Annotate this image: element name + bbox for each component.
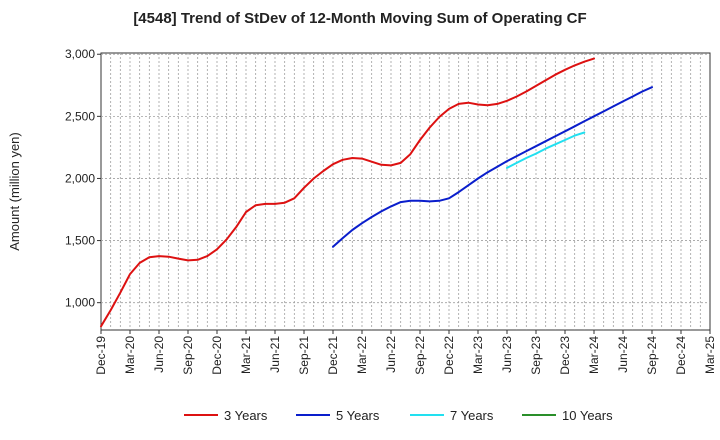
x-tick-label: Dec-23 [558, 336, 572, 375]
y-tick-label: 2,000 [65, 171, 95, 185]
x-tick-label: Mar-22 [355, 336, 369, 374]
x-tick-label: Sep-23 [529, 336, 543, 375]
x-tick-label: Sep-20 [181, 336, 195, 375]
legend-label: 7 Years [450, 408, 494, 423]
x-tick-label: Jun-23 [500, 336, 514, 373]
x-tick-label: Mar-23 [471, 336, 485, 374]
x-tick-label: Dec-19 [94, 336, 108, 375]
y-axis-title: Amount (million yen) [7, 132, 22, 251]
x-tick-label: Dec-20 [210, 336, 224, 375]
y-tick-label: 1,500 [65, 234, 95, 248]
x-tick-label: Mar-20 [123, 336, 137, 374]
series-line-7-years [506, 131, 586, 169]
series-line-5-years [332, 86, 653, 248]
x-tick-label: Sep-24 [645, 336, 659, 375]
x-tick-label: Mar-24 [587, 336, 601, 374]
x-tick-label: Dec-22 [442, 336, 456, 375]
x-tick-label: Dec-21 [326, 336, 340, 375]
x-tick-label: Mar-25 [703, 336, 717, 374]
plot-area [100, 52, 711, 331]
x-tick-label: Jun-24 [616, 336, 630, 373]
x-tick-label: Sep-21 [297, 336, 311, 375]
y-tick-label: 3,000 [65, 47, 95, 61]
x-tick-label: Dec-24 [674, 336, 688, 375]
chart-title: [4548] Trend of StDev of 12-Month Moving… [133, 10, 587, 27]
series-line-3-years [100, 57, 595, 328]
legend-label: 10 Years [562, 408, 613, 423]
legend-label: 5 Years [336, 408, 380, 423]
x-tick-label: Jun-22 [384, 336, 398, 373]
x-tick-label: Jun-21 [268, 336, 282, 373]
y-tick-label: 1,000 [65, 296, 95, 310]
x-tick-label: Sep-22 [413, 336, 427, 375]
y-tick-label: 2,500 [65, 109, 95, 123]
x-tick-label: Mar-21 [239, 336, 253, 374]
legend-label: 3 Years [224, 408, 268, 423]
x-tick-label: Jun-20 [152, 336, 166, 373]
